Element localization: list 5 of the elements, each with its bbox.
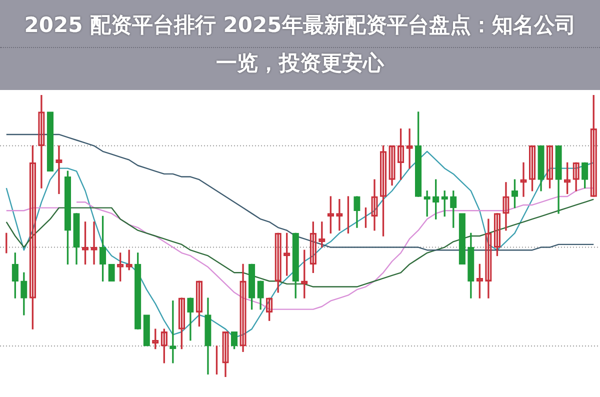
candlestick [46,112,54,172]
candlestick [108,264,115,282]
candlestick [458,213,466,265]
chart-title: 2025 配资平台排行 2025年最新配资平台盘点：知名公司一览，投资更安心 [23,12,577,77]
candlestick [143,314,150,346]
